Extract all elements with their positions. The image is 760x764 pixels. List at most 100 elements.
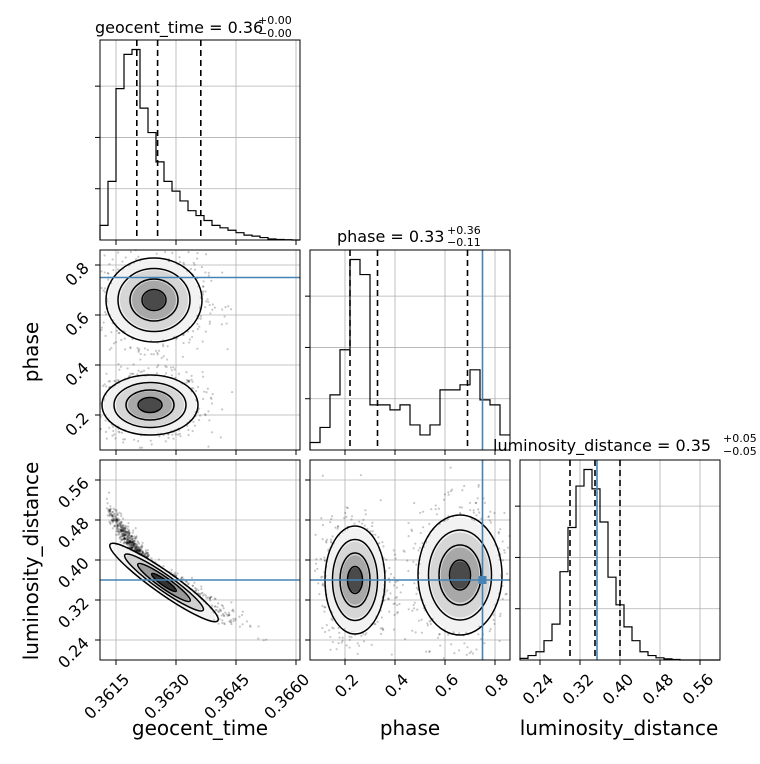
scatter-point <box>413 502 415 504</box>
scatter-point <box>124 348 126 350</box>
scatter-point <box>408 535 410 537</box>
scatter-point <box>499 640 501 642</box>
scatter-point <box>178 373 180 375</box>
scatter-point <box>182 356 184 358</box>
scatter-point <box>196 348 198 350</box>
scatter-point <box>443 657 445 659</box>
scatter-point <box>144 347 146 349</box>
scatter-point <box>232 618 234 620</box>
scatter-point <box>210 596 212 598</box>
scatter-point <box>109 349 111 351</box>
scatter-point <box>422 526 424 528</box>
scatter-point <box>425 651 427 653</box>
scatter-point <box>187 251 189 253</box>
scatter-point <box>202 340 204 342</box>
scatter-point <box>227 305 229 307</box>
scatter-point <box>196 252 198 254</box>
scatter-point <box>203 280 205 282</box>
scatter-point <box>112 519 114 521</box>
scatter-point <box>177 434 179 436</box>
scatter-point <box>398 603 400 605</box>
scatter-point <box>186 379 188 381</box>
scatter-point <box>350 518 352 520</box>
scatter-point <box>382 545 384 547</box>
scatter-point <box>371 525 373 527</box>
scatter-point <box>112 258 114 260</box>
scatter-point <box>119 541 121 543</box>
scatter-point <box>129 346 131 348</box>
scatter-point <box>499 613 501 615</box>
scatter-point <box>136 535 138 537</box>
scatter-point <box>201 371 203 373</box>
scatter-point <box>143 370 145 372</box>
scatter-point <box>334 526 336 528</box>
scatter-point <box>113 433 115 435</box>
scatter-point <box>493 619 495 621</box>
scatter-point <box>314 570 316 572</box>
scatter-point <box>138 348 140 350</box>
scatter-point <box>220 436 222 438</box>
scatter-point <box>478 484 480 486</box>
scatter-point <box>122 518 124 520</box>
scatter-point <box>396 612 398 614</box>
scatter-point <box>108 491 110 493</box>
scatter-point <box>322 524 324 526</box>
scatter-point <box>118 519 120 521</box>
scatter-point <box>223 622 225 624</box>
scatter-point <box>443 499 445 501</box>
scatter-point <box>165 372 167 374</box>
scatter-point <box>214 598 216 600</box>
scatter-point <box>380 633 382 635</box>
scatter-point <box>414 602 416 604</box>
scatter-point <box>106 438 108 440</box>
scatter-point <box>107 502 109 504</box>
scatter-point <box>134 537 136 539</box>
scatter-point <box>493 623 495 625</box>
scatter-point <box>331 627 333 629</box>
scatter-point <box>475 514 477 516</box>
scatter-point <box>192 330 194 332</box>
scatter-point <box>419 547 421 549</box>
scatter-point <box>324 631 326 633</box>
scatter-point <box>196 323 198 325</box>
scatter-point <box>147 367 149 369</box>
scatter-point <box>234 619 236 621</box>
scatter-point <box>109 512 111 514</box>
scatter-point <box>192 430 194 432</box>
scatter-point <box>208 272 210 274</box>
scatter-point <box>439 644 441 646</box>
scatter-point <box>357 653 359 655</box>
scatter-point <box>187 429 189 431</box>
scatter-point <box>204 271 206 273</box>
scatter-point <box>374 534 376 536</box>
scatter-point <box>112 430 114 432</box>
scatter-point <box>330 518 332 520</box>
scatter-point <box>211 431 213 433</box>
scatter-point <box>165 440 167 442</box>
scatter-point <box>257 625 259 627</box>
scatter-point <box>323 557 325 559</box>
scatter-point <box>221 271 223 273</box>
scatter-point <box>371 530 373 532</box>
scatter-point <box>103 321 105 323</box>
scatter-point <box>191 577 193 579</box>
scatter-point <box>407 570 409 572</box>
scatter-point <box>105 313 107 315</box>
scatter-point <box>499 528 501 530</box>
scatter-point <box>444 493 446 495</box>
scatter-point <box>239 626 241 628</box>
scatter-point <box>413 604 415 606</box>
scatter-point <box>378 542 380 544</box>
scatter-point <box>119 523 121 525</box>
scatter-point <box>428 651 430 653</box>
scatter-point <box>156 372 158 374</box>
scatter-point <box>117 251 119 253</box>
scatter-point <box>172 438 174 440</box>
scatter-point <box>328 629 330 631</box>
scatter-point <box>416 587 418 589</box>
scatter-point <box>126 367 128 369</box>
scatter-point <box>202 376 204 378</box>
scatter-point <box>450 467 452 469</box>
scatter-point <box>232 609 234 611</box>
scatter-point <box>204 290 206 292</box>
